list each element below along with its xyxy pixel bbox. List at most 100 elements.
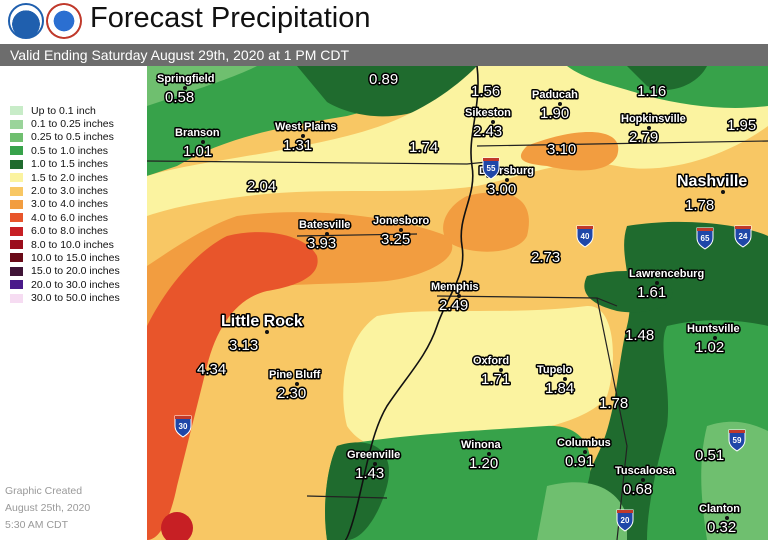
legend-swatch [10,186,23,196]
city-marker [487,452,491,456]
interstate-55-shield: 55 [482,157,500,180]
legend-swatch [10,226,23,236]
precip-amount: 1.02 [695,339,724,356]
legend-label: 3.0 to 4.0 inches [31,198,109,211]
legend-item: 0.1 to 0.25 inches [10,117,120,130]
city-label: Branson 1.01 [174,126,222,162]
precip-amount: 1.78 [599,395,628,412]
legend-label: 4.0 to 6.0 inches [31,211,109,224]
city-name: Tupelo [537,364,573,376]
precip-band-1.5-2-south [343,305,613,450]
precip-amount: 3.93 [307,235,336,252]
legend-swatch [10,159,23,169]
city-name: Winona [461,439,501,451]
precip-amount: 1.01 [183,143,212,160]
city-name: Pine Bluff [269,369,321,381]
shield-number: 59 [733,436,742,445]
city-label: Winona 1.20 [460,438,503,474]
legend-item: 2.0 to 3.0 inches [10,184,120,197]
city-label: 1.48 [624,326,656,346]
city-label: 0.51 [694,446,726,466]
city-marker [491,120,495,124]
city-name: Jonesboro [373,215,430,227]
precip-amount: 1.84 [545,380,574,397]
precip-amount: 2.79 [629,129,658,146]
shield-top [617,510,633,513]
legend-item: 10.0 to 15.0 inches [10,251,120,264]
legend-swatch [10,240,23,250]
shield-number: 40 [581,232,590,241]
state-borders [147,140,768,540]
shield-number: 65 [701,234,710,243]
credit-line-2: August 25th, 2020 [5,502,91,514]
shield-top [577,226,593,229]
shield-icon [576,225,594,248]
precip-amount: 1.95 [727,117,756,134]
precip-amount: 1.56 [471,83,500,100]
city-label: 2.04 [246,177,278,197]
precip-amount: 3.10 [547,141,576,158]
precip-amount: 1.78 [685,197,714,214]
legend-item: 0.5 to 1.0 inches [10,144,120,157]
shield-icon [728,429,746,452]
city-label: 1.95 [726,116,758,136]
precip-amount: 0.89 [369,71,398,88]
city-name: Memphis [431,281,479,293]
nws-logo [46,3,82,39]
precip-amount: 1.48 [625,327,654,344]
page-title: Forecast Precipitation [90,2,371,34]
precip-amount: 1.31 [283,137,312,154]
city-name: Branson [175,127,220,139]
legend-label: 1.5 to 2.0 inches [31,171,109,184]
legend-item: 1.0 to 1.5 inches [10,158,120,171]
city-name: Clanton [699,503,740,515]
city-label: Sikeston 2.43 [464,106,513,142]
legend-label: 0.1 to 0.25 inches [31,118,114,131]
precip-amount: 0.68 [623,481,652,498]
legend-label: 30.0 to 50.0 inches [31,292,120,305]
city-marker [399,228,403,232]
city-label: 3.10 [546,140,578,160]
city-label: 4.34 [196,360,228,380]
legend-swatch [10,253,23,263]
precip-amount: 2.49 [439,297,468,314]
city-marker [647,126,651,130]
legend-item: Up to 0.1 inch [10,104,120,117]
legend-swatch [10,146,23,156]
city-marker [505,178,509,182]
precip-amount: 3.00 [487,181,516,198]
city-marker [655,281,659,285]
legend-label: 0.25 to 0.5 inches [31,131,114,144]
city-marker [641,478,645,482]
city-label: 2.73 [530,248,562,268]
interstate-24-shield: 24 [734,225,752,248]
city-label: Hopkinsville 2.79 [620,112,688,148]
precip-band-1-1.5-greenville [325,442,389,540]
legend-item: 4.0 to 6.0 inches [10,211,120,224]
legend-item: 3.0 to 4.0 inches [10,198,120,211]
city-label: Tuscaloosa 0.68 [614,464,678,500]
city-marker [563,377,567,381]
legend-swatch [10,213,23,223]
shield-top [483,158,499,161]
noaa-logo [8,3,44,39]
city-marker [373,462,377,466]
city-marker [721,190,725,194]
city-label: Columbus 0.91 [556,436,613,472]
city-label: 1.16 [636,82,668,102]
city-label: Tupelo 1.84 [536,363,576,399]
mississippi-river [344,66,479,540]
shield-icon [734,225,752,248]
precip-amount: 1.43 [355,465,384,482]
precip-amount: 1.61 [637,284,666,301]
precip-amount: 2.73 [531,249,560,266]
precip-amount: 1.16 [637,83,666,100]
header: Forecast Precipitation [0,0,768,44]
legend-item: 0.25 to 0.5 inches [10,131,120,144]
credit-line-3: 5:30 AM CDT [5,519,69,531]
legend-swatch [10,266,23,276]
legend-swatch [10,199,23,209]
city-marker [713,336,717,340]
precip-band-6-8 [161,512,193,540]
city-marker [725,516,729,520]
